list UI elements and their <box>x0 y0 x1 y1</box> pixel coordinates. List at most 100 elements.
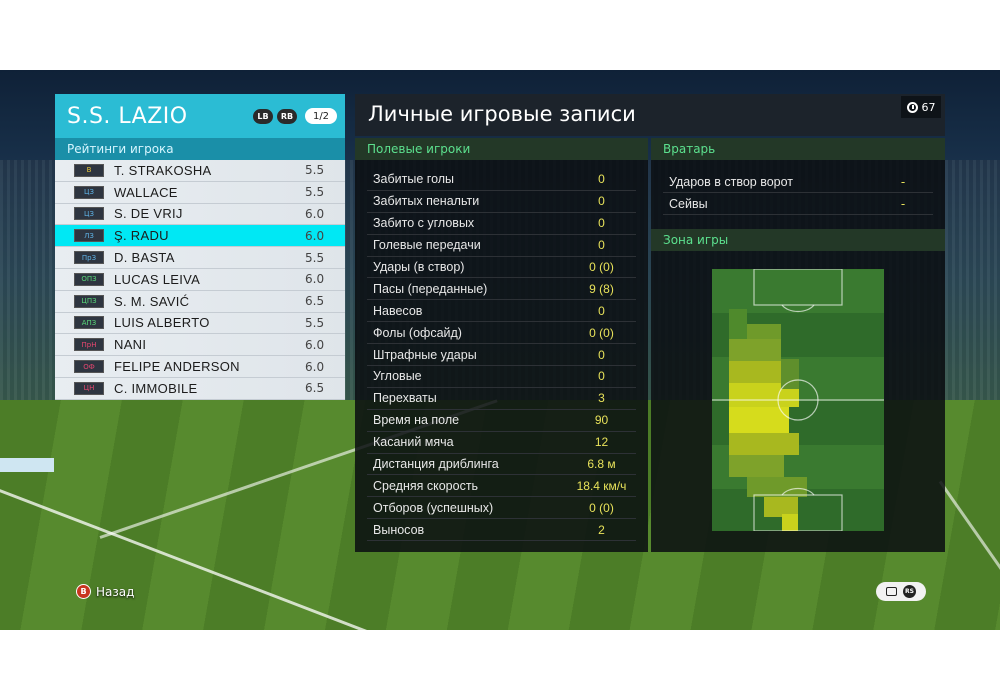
player-row[interactable]: ЛЗ Ş. RADU 6.0 <box>55 225 345 248</box>
player-rating: 6.5 <box>305 381 325 396</box>
stat-row: Выносов 2 <box>367 519 636 542</box>
rb-button[interactable]: RB <box>277 108 297 124</box>
back-label[interactable]: Назад <box>96 584 135 599</box>
player-list: В T. STRAKOSHA 5.5 ЦЗ WALLACE 5.5 ЦЗ S. DE VRIJ… <box>55 160 345 400</box>
stat-row: Отборов (успешных) 0 (0) <box>367 497 636 520</box>
stat-label: Навесов <box>373 303 423 318</box>
player-row[interactable]: ОФ FELIPE ANDERSON 6.0 <box>55 356 345 378</box>
position-badge: ЦН <box>74 381 104 395</box>
player-row[interactable]: ЦПЗ S. M. SAVIĆ 6.5 <box>55 290 345 313</box>
stat-value: 9 (8) <box>589 281 614 296</box>
stat-row: Удары (в створ) 0 (0) <box>367 257 636 279</box>
player-row[interactable]: АПЗ LUIS ALBERTO 5.5 <box>55 312 345 335</box>
stat-value: 6.8 м <box>587 457 616 472</box>
stat-row: Фолы (офсайд) 0 (0) <box>367 322 636 345</box>
stat-label: Забитых пенальти <box>373 194 480 209</box>
stat-row: Забитые голы 0 <box>367 169 636 191</box>
stat-row: Навесов 0 <box>367 300 636 323</box>
goalkeeper-panel: Вратарь Ударов в створ ворот - Сейвы - Зона… <box>651 138 945 552</box>
player-name: WALLACE <box>114 184 178 200</box>
player-rating: 6.0 <box>305 272 325 287</box>
rs-button-icon[interactable]: RS <box>903 585 916 598</box>
stat-label: Дистанция дриблинга <box>373 457 499 472</box>
stat-label: Удары (в створ) <box>373 260 465 274</box>
stat-label: Сейвы <box>669 196 708 211</box>
position-badge: ЦПЗ <box>74 294 104 308</box>
player-row[interactable]: ПрЗ D. BASTA 5.5 <box>55 247 345 269</box>
stat-row: Голевые передачи 0 <box>367 235 636 257</box>
ad-board <box>0 458 54 472</box>
stat-row: Забитых пенальти 0 <box>367 191 636 213</box>
player-rating: 5.5 <box>305 163 325 178</box>
stat-label: Забитые голы <box>373 172 455 187</box>
page-indicator: 1/2 <box>305 108 337 124</box>
stat-label: Перехваты <box>373 391 437 406</box>
stat-value: 3 <box>598 391 605 406</box>
stats-title-bar: Личные игровые записи 67 <box>355 94 945 136</box>
player-row[interactable]: ЦЗ S. DE VRIJ 6.0 <box>55 203 345 226</box>
stat-value: 0 <box>598 172 605 187</box>
stat-label: Отборов (успешных) <box>373 500 494 515</box>
stat-value: 0 <box>598 303 605 318</box>
team-panel: S.S. LAZIO LB RB 1/2 Рейтинги игрока В T.… <box>55 94 345 400</box>
stat-value: 0 (0) <box>589 500 614 515</box>
position-badge: ОФ <box>74 360 104 374</box>
player-name: NANI <box>114 337 147 353</box>
player-rating: 6.0 <box>305 337 325 352</box>
team-header: S.S. LAZIO LB RB 1/2 <box>55 94 345 138</box>
ratings-title: Рейтинги игрока <box>55 138 345 160</box>
stat-value: 0 <box>598 238 605 253</box>
stat-value: - <box>900 196 906 211</box>
player-name: D. BASTA <box>114 250 175 266</box>
stat-value: 0 <box>598 347 605 362</box>
stat-label: Штрафные удары <box>373 347 477 362</box>
stat-label: Выносов <box>373 522 425 537</box>
player-rating: 6.5 <box>305 294 325 309</box>
stat-row: Перехваты 3 <box>367 388 636 410</box>
stat-row: Дистанция дриблинга 6.8 м <box>367 454 636 476</box>
player-rating: 6.0 <box>305 359 325 374</box>
stat-label: Фолы (офсайд) <box>373 325 462 340</box>
player-name: S. M. SAVIĆ <box>114 293 190 309</box>
chat-control[interactable]: RS <box>876 582 926 601</box>
player-row[interactable]: ЦН C. IMMOBILE 6.5 <box>55 377 345 400</box>
player-row[interactable]: ПрН NANI 6.0 <box>55 334 345 357</box>
stat-label: Касаний мяча <box>373 435 454 450</box>
player-name: LUIS ALBERTO <box>114 315 210 331</box>
stat-value: 0 <box>598 194 605 209</box>
stat-value: 0 <box>598 369 605 384</box>
stat-value: 18.4 км/ч <box>576 478 627 493</box>
stat-row: Угловые 0 <box>367 366 636 388</box>
back-control[interactable]: B Назад <box>76 584 134 599</box>
player-row[interactable]: ОПЗ LUCAS LEIVA 6.0 <box>55 268 345 291</box>
stat-row: Время на поле 90 <box>367 410 636 432</box>
player-name: LUCAS LEIVA <box>114 271 201 287</box>
player-rating: 5.5 <box>305 250 325 265</box>
stat-label: Время на поле <box>373 413 460 428</box>
player-rating: 6.0 <box>305 206 325 221</box>
stat-value: - <box>900 174 906 189</box>
goalkeeper-stats-list: Ударов в створ ворот - Сейвы - <box>651 171 945 215</box>
field-stats-list: Забитые голы 0 Забитых пенальти 0 Забито с у… <box>355 169 648 542</box>
player-row[interactable]: В T. STRAKOSHA 5.5 <box>55 160 345 182</box>
stat-value: 90 <box>594 413 609 428</box>
chat-icon[interactable] <box>886 587 897 596</box>
position-badge: В <box>74 163 104 177</box>
position-badge: ЛЗ <box>74 229 104 243</box>
stat-row: Штрафные удары 0 <box>367 344 636 367</box>
b-button-icon[interactable]: B <box>76 584 91 599</box>
stat-row: Забито с угловых 0 <box>367 213 636 235</box>
position-badge: ПрЗ <box>74 251 104 265</box>
stat-row: Касаний мяча 12 <box>367 432 636 454</box>
clock-icon <box>906 101 918 113</box>
stat-row: Средняя скорость 18.4 км/ч <box>367 475 636 498</box>
player-name: S. DE VRIJ <box>114 206 183 222</box>
goalkeeper-heading: Вратарь <box>651 138 945 160</box>
goalkeeper-stat-row: Сейвы - <box>663 193 933 215</box>
stat-label: Голевые передачи <box>373 238 481 253</box>
player-row[interactable]: ЦЗ WALLACE 5.5 <box>55 181 345 204</box>
field-stats-panel: Полевые игроки Забитые голы 0 Забитых пена… <box>355 138 648 552</box>
position-badge: ЦЗ <box>74 185 104 199</box>
lb-button[interactable]: LB <box>253 108 273 124</box>
position-badge: ОПЗ <box>74 272 104 286</box>
